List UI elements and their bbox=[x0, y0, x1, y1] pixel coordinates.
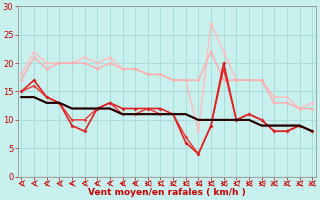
X-axis label: Vent moyen/en rafales ( km/h ): Vent moyen/en rafales ( km/h ) bbox=[88, 188, 246, 197]
